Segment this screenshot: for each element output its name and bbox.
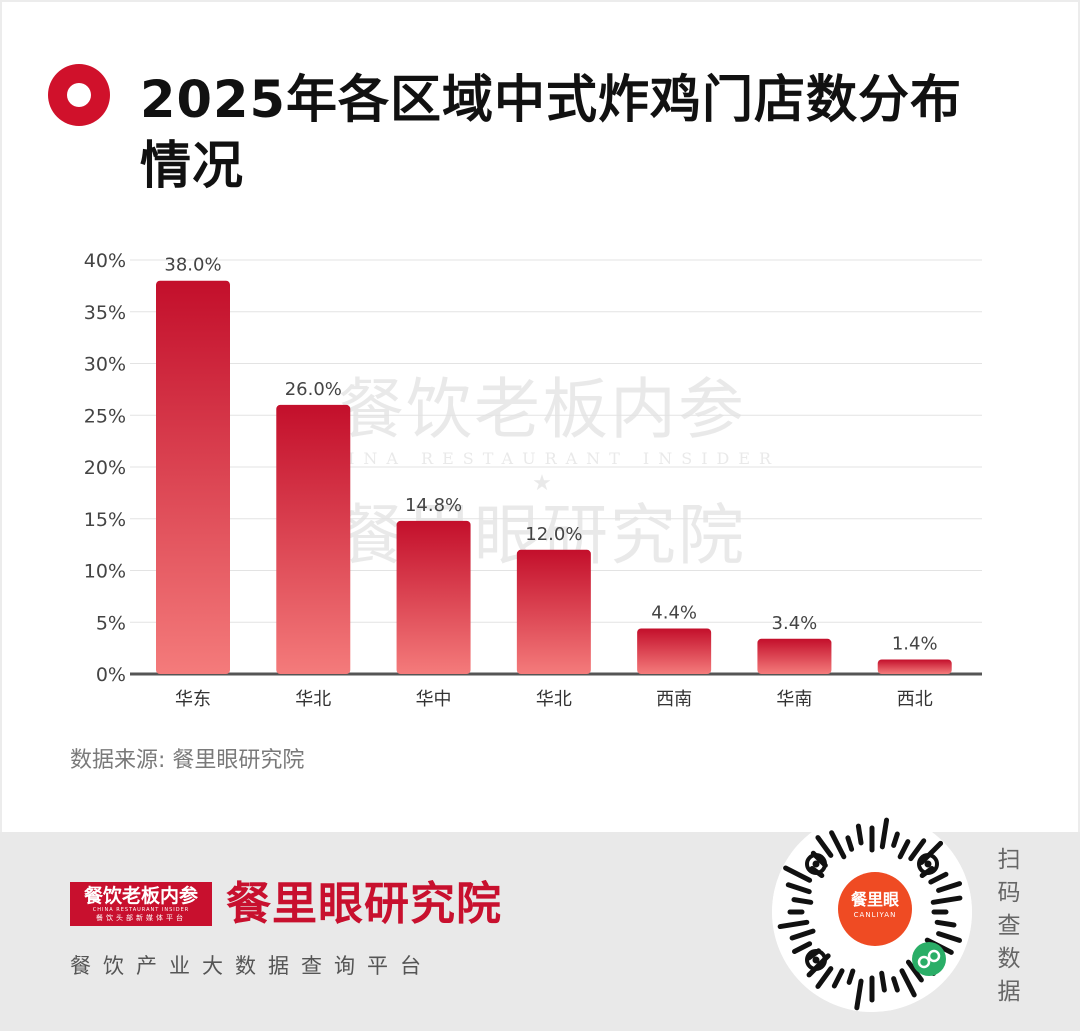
chart-title: 2025年各区域中式炸鸡门店数分布情况 — [140, 71, 962, 196]
qr-ray — [815, 835, 834, 858]
qr-ray — [897, 839, 911, 860]
qr-ray — [815, 966, 834, 989]
qr-center-badge: 餐里眼 CANLIYAN — [838, 872, 912, 946]
qr-ray — [934, 919, 957, 928]
brand-name: 餐里眼研究院 — [226, 877, 503, 930]
qr-ray — [879, 970, 887, 993]
chart-card: 2025年各区域中式炸鸡门店数分布情况 餐饮老板内参 CHINA RESTAUR… — [0, 0, 1080, 832]
brand-logo-english: CHINA RESTAURANT INSIDER — [92, 907, 190, 913]
x-tick-label: 华北 — [295, 689, 331, 710]
qr-ray — [879, 817, 890, 850]
y-tick-label: 40% — [84, 250, 126, 272]
x-tick-label: 西南 — [656, 689, 692, 710]
qr-ray — [908, 838, 927, 862]
bar-value-label: 3.4% — [772, 613, 818, 634]
mini-program-icon — [912, 942, 946, 976]
y-tick-label: 20% — [84, 457, 126, 479]
qr-ray — [891, 976, 900, 993]
brand-logo-main: 餐饮老板内参 — [83, 885, 198, 907]
qr-ray — [791, 941, 813, 954]
bar-value-label: 14.8% — [405, 495, 462, 516]
data-source-note: 数据来源: 餐里眼研究院 — [70, 748, 305, 773]
x-tick-label: 华东 — [175, 689, 211, 710]
qr-ray — [928, 871, 949, 885]
y-tick-label: 10% — [84, 561, 126, 583]
x-tick-label: 华北 — [536, 689, 572, 710]
qr-ray — [930, 895, 963, 905]
qr-ray — [918, 840, 944, 866]
y-tick-label: 5% — [96, 612, 126, 634]
qr-ray — [936, 881, 962, 893]
qr-ray — [791, 897, 814, 905]
qr-ray — [891, 831, 900, 848]
qr-ray — [846, 968, 856, 985]
bar-value-label: 1.4% — [892, 634, 938, 655]
bar — [396, 520, 471, 674]
qr-ray — [785, 882, 812, 895]
y-tick-label: 15% — [84, 509, 126, 531]
bar-value-label: 4.4% — [651, 602, 697, 623]
qr-ray — [777, 919, 810, 930]
bar — [637, 628, 712, 674]
title-marker-icon — [48, 64, 110, 126]
bar — [156, 280, 230, 674]
bar-value-label: 26.0% — [285, 379, 342, 400]
y-tick-label: 35% — [84, 302, 126, 324]
bar — [276, 404, 351, 674]
bar-chart: 0% 5% 10% 15% 20% 25% 30% 35% 40% 38.0% 华东 26.0% 华北 1… — [84, 250, 982, 710]
qr-ray — [789, 928, 816, 941]
qr-ray — [845, 835, 855, 852]
bar — [757, 638, 832, 674]
x-tick-label: 华南 — [776, 689, 812, 710]
footer: 餐饮老板内参 CHINA RESTAURANT INSIDER 餐饮头部新媒体平… — [0, 812, 1080, 1031]
y-tick-label: 25% — [84, 405, 126, 427]
qr-center-english: CANLIYAN — [853, 911, 897, 919]
qr-ray — [855, 823, 864, 846]
y-tick-label: 30% — [84, 354, 126, 376]
brand-logo-sub: 餐饮头部新媒体平台 — [96, 914, 186, 922]
x-tick-label: 西北 — [897, 689, 933, 710]
qr-ray — [829, 830, 847, 860]
bar-value-label: 38.0% — [164, 255, 221, 276]
bar — [516, 549, 591, 674]
x-tick-label: 华中 — [416, 689, 452, 710]
bar-value-label: 12.0% — [525, 524, 582, 545]
qr-ray — [936, 931, 962, 943]
qr-ray — [905, 959, 924, 983]
qr-ray — [854, 978, 864, 1011]
qr-ray — [783, 865, 813, 883]
qr-ray — [831, 968, 845, 989]
brand-logo-box: 餐饮老板内参 CHINA RESTAURANT INSIDER 餐饮头部新媒体平… — [70, 882, 212, 926]
qr-ray — [899, 968, 917, 998]
y-tick-label: 0% — [96, 664, 126, 686]
bar — [877, 659, 952, 674]
qr-center-label: 餐里眼 — [850, 890, 899, 909]
scan-prompt: 扫码查数据 — [997, 847, 1021, 1005]
brand-tagline: 餐饮产业大数据查询平台 — [70, 954, 433, 978]
